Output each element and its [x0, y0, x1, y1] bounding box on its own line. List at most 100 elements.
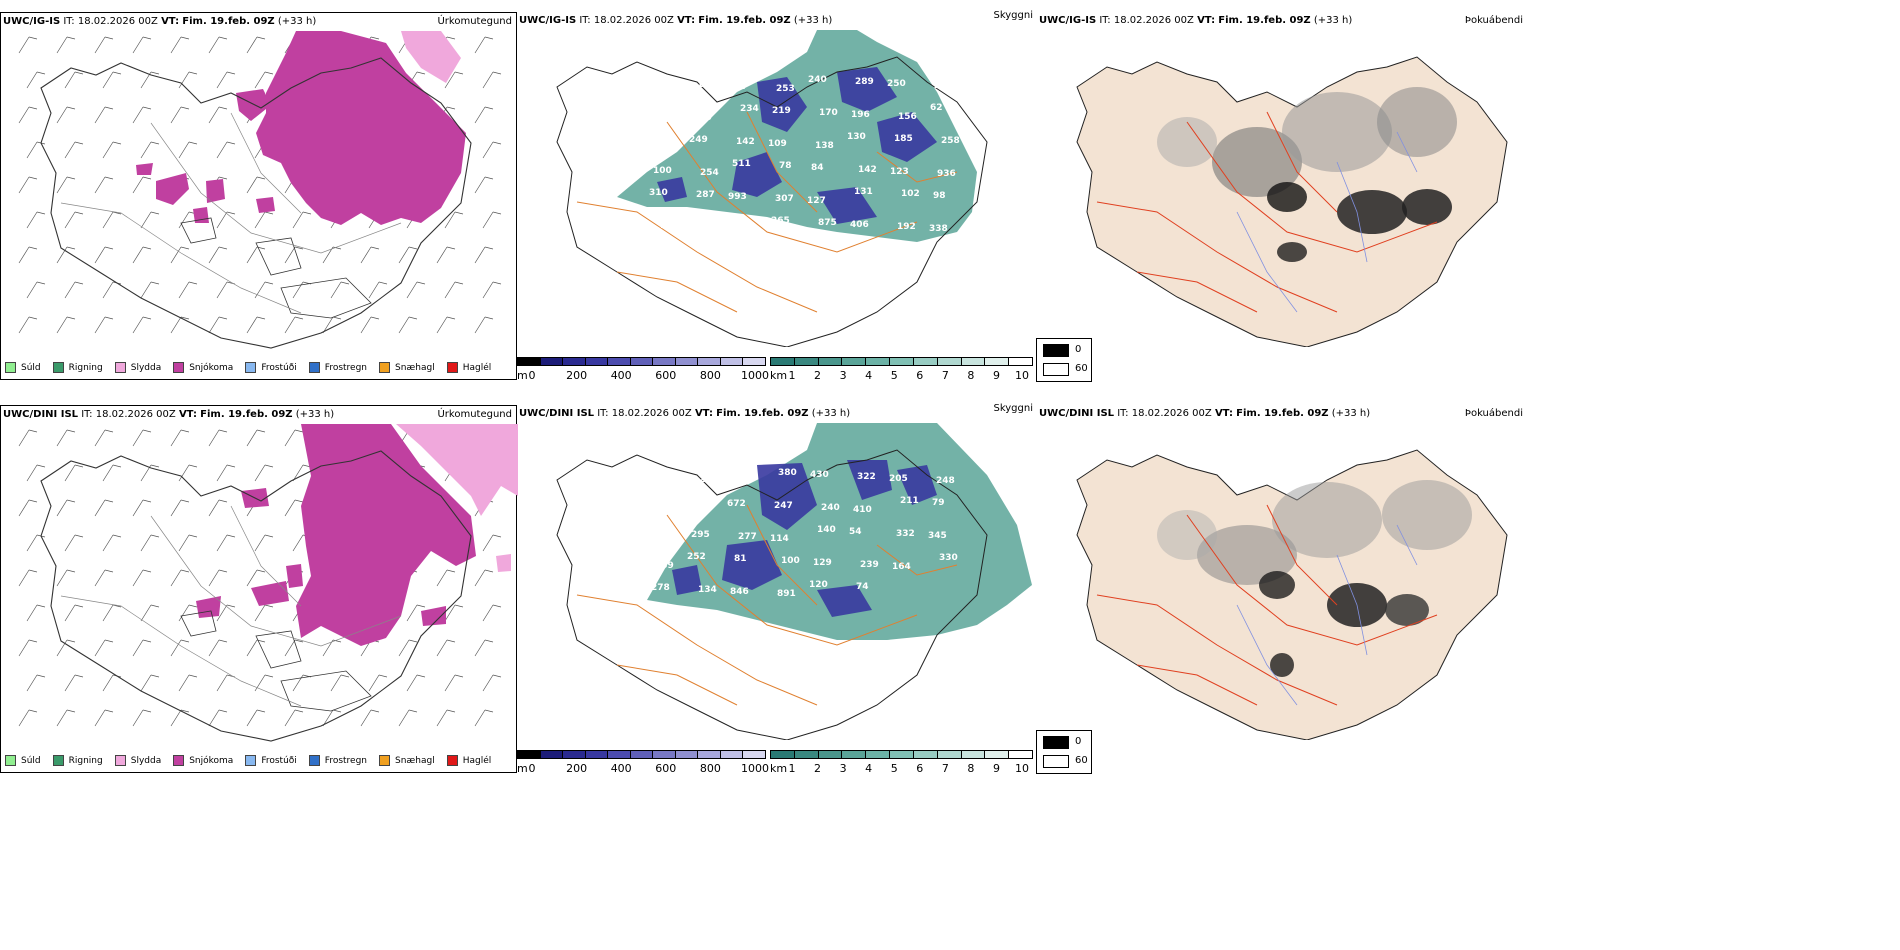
legend-swatch [52, 362, 64, 373]
ceiling-value-label: 142 [858, 165, 877, 175]
wind-barb [170, 316, 190, 334]
low-ceiling-area [672, 460, 937, 617]
colorbar-segment [539, 357, 564, 366]
wind-barb [18, 639, 38, 657]
legend-swatch [173, 362, 185, 373]
colorbar-segment [770, 750, 795, 759]
visibility-colorbar: km 1 2 3 4 5 6 7 8 9 10 [770, 750, 1035, 776]
precip-map [18, 31, 502, 349]
wind-barb [94, 106, 114, 124]
ceiling-value-label: 247 [774, 501, 793, 511]
wind-barb [94, 499, 114, 517]
visibility-panel-bottom: UWC/DINI ISL IT: 18.02.2026 00Z VT: Fim.… [517, 403, 1037, 776]
wind-barb [18, 569, 38, 587]
colorbar-segment [793, 750, 819, 759]
wind-barb [208, 569, 228, 587]
colorbar-tick: 800 [699, 762, 721, 775]
wind-barb [132, 36, 152, 54]
fog-map [1076, 56, 1508, 347]
ceiling-value-label: 230 [693, 113, 712, 123]
panel-header: UWC/IG-IS IT: 18.02.2026 00Z VT: Fim. 19… [1039, 15, 1353, 26]
ceiling-colorbar: m 0 200 400 600 800 1000 [517, 750, 769, 776]
colorbar-segment [674, 357, 699, 366]
legend-swatch [379, 362, 391, 373]
ceiling-value-label: 430 [810, 470, 829, 480]
wind-barb [444, 71, 464, 89]
wind-barb [444, 604, 464, 622]
wind-barb [140, 674, 160, 692]
ceiling-value-label: 517 [695, 497, 714, 507]
wind-barb [322, 639, 342, 657]
legend-swatch [114, 362, 126, 373]
legend-item: Slydda [114, 362, 161, 373]
wind-barb [140, 141, 160, 159]
roads [1096, 504, 1438, 706]
visibility-panel-top: UWC/IG-IS IT: 18.02.2026 00Z VT: Fim. 19… [517, 10, 1037, 382]
ceiling-value-label: 84 [811, 163, 824, 173]
wind-barb [26, 71, 46, 89]
colorbar-tick: 3 [839, 369, 847, 382]
wind-barb [18, 499, 38, 517]
legend-item: Súld [5, 362, 41, 373]
colorbar-segment [984, 750, 1010, 759]
glaciers [180, 610, 372, 712]
fog-legend-dark-label: 0 [1075, 736, 1082, 747]
colorbar-segment [960, 357, 986, 366]
ceiling-value-label: 307 [775, 194, 794, 204]
ceiling-value-label: 993 [728, 192, 747, 202]
ceiling-value-label: 287 [696, 190, 715, 200]
wind-barb [436, 569, 456, 587]
colorbar-segment [629, 357, 654, 366]
panel-title: Þokuábendi [1464, 15, 1523, 26]
wind-barb [474, 36, 494, 54]
wind-barb [436, 639, 456, 657]
wind-barb [254, 604, 274, 622]
wind-barb [170, 429, 190, 447]
roads [1096, 111, 1438, 313]
wind-barb [132, 709, 152, 727]
legend-item: Haglél [446, 362, 491, 373]
fog-panel-top: UWC/IG-IS IT: 18.02.2026 00Z VT: Fim. 19… [1037, 12, 1527, 382]
ceiling-value-label: 338 [929, 224, 948, 234]
wind-barb [482, 281, 502, 299]
colorbar-segment [562, 357, 586, 366]
wind-barb [132, 499, 152, 517]
ceiling-value-label: 672 [727, 499, 746, 509]
legend-label: Snjókoma [189, 362, 234, 373]
colorbar-tick: 10 [1015, 762, 1029, 775]
wind-barb [368, 281, 388, 299]
wind-barb [26, 464, 46, 482]
wind-barb [170, 639, 190, 657]
wind-barb [94, 639, 114, 657]
colorbar-tick: 7 [941, 369, 949, 382]
wind-barb [102, 141, 122, 159]
wind-barb [330, 674, 350, 692]
wind-barb [406, 281, 426, 299]
fog-panel-bottom: UWC/DINI ISL IT: 18.02.2026 00Z VT: Fim.… [1037, 405, 1527, 775]
coastline [40, 450, 472, 742]
colorbar-tick: 5 [890, 762, 898, 775]
wind-barb [436, 246, 456, 264]
wind-barb [18, 36, 38, 54]
colorbar-tick: 1000 [741, 369, 769, 382]
ceiling-value-label: 156 [898, 112, 917, 122]
low-ceiling-area [657, 67, 937, 224]
colorbar-segment [719, 357, 744, 366]
ceiling-value-label: 284 [699, 475, 718, 485]
wind-barb [254, 674, 274, 692]
wind-barb [208, 106, 228, 124]
colorbar-unit: m [517, 369, 528, 382]
colorbar-segment [652, 357, 676, 366]
wind-barb [64, 674, 84, 692]
ceiling-value-label: 140 [817, 525, 836, 535]
wind-barb [178, 674, 198, 692]
colorbar-segment [1008, 357, 1033, 366]
ceiling-value-label: 134 [692, 223, 711, 233]
legend-swatch [446, 362, 458, 373]
legend-item: Frostregn [308, 755, 367, 766]
colorbar-unit: m [517, 762, 528, 775]
ceiling-value-label: 102 [901, 189, 920, 199]
ceiling-value-label: 219 [772, 106, 791, 116]
ceiling-value-label: 258 [941, 136, 960, 146]
panel-header: UWC/DINI ISL IT: 18.02.2026 00Z VT: Fim.… [519, 408, 851, 419]
